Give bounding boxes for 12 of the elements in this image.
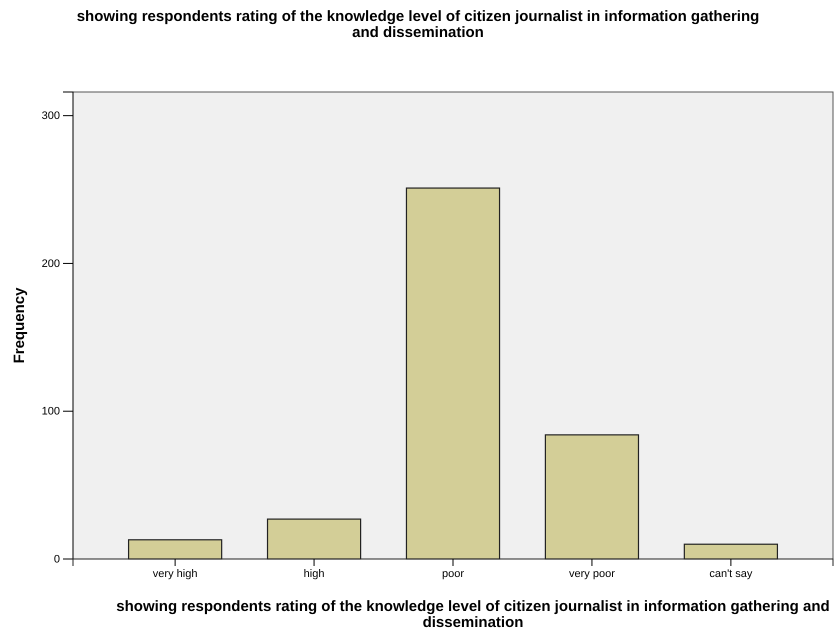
x-tick-label: high bbox=[304, 568, 324, 580]
y-tick-label: 300 bbox=[42, 110, 60, 122]
x-axis-title: showing respondents rating of the knowledge level of citizen journalist in information gathering and dissemination bbox=[116, 598, 830, 631]
y-axis-title: Frequency bbox=[11, 286, 28, 364]
y-tick-label: 0 bbox=[54, 554, 60, 566]
x-tick-label: very high bbox=[152, 568, 198, 580]
x-tick-label: very poor bbox=[569, 568, 616, 580]
x-tick-label: poor bbox=[442, 568, 464, 580]
chart-title: showing respondents rating of the knowledge level of citizen journalist in information gathering and dissemination bbox=[76, 8, 760, 41]
y-tick-label: 200 bbox=[42, 258, 60, 270]
x-tick-label: can't say bbox=[709, 568, 753, 580]
y-tick-label: 100 bbox=[42, 406, 60, 418]
